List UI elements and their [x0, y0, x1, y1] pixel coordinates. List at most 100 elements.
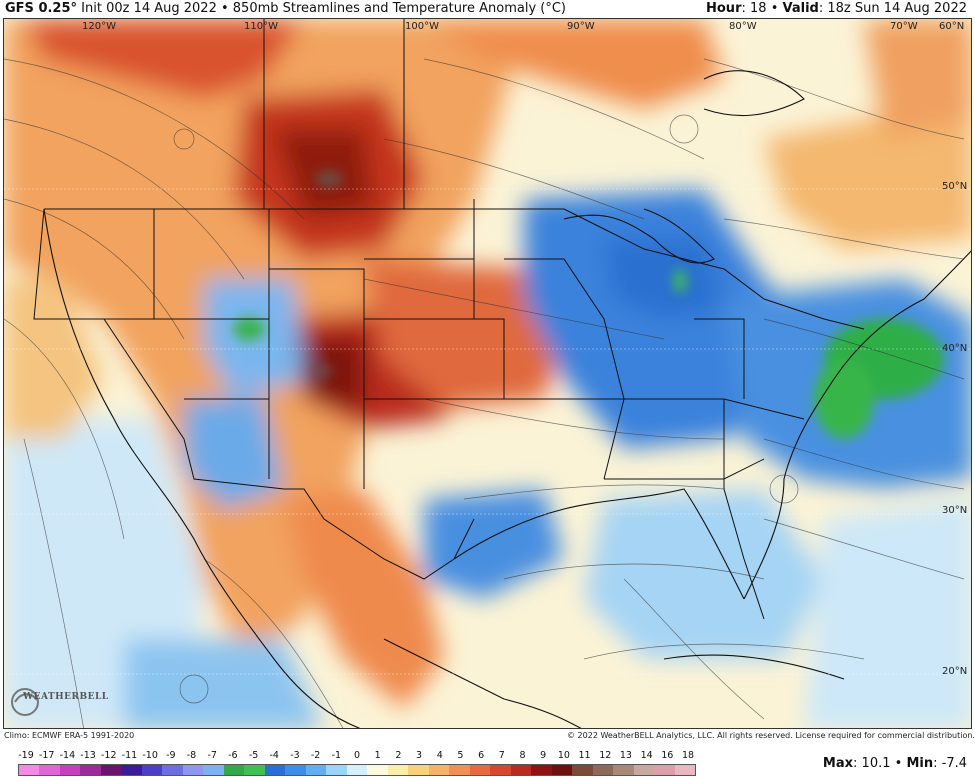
hour-value: : 18	[741, 1, 767, 16]
anomaly-highlights	[233, 171, 944, 439]
header-valid: Hour: 18 • Valid: 18z Sun 14 Aug 2022	[706, 0, 967, 18]
scale-tick-label: 8	[519, 750, 526, 761]
scale-color-cell	[59, 765, 81, 775]
climo-note: Climo: ECMWF ERA-5 1991-2020	[4, 731, 135, 740]
streamlines	[4, 58, 965, 728]
header-title: GFS 0.25° Init 00z 14 Aug 2022 • 850mb S…	[5, 0, 566, 18]
latitude-label: 30°N	[942, 505, 968, 516]
scale-tick-label: -2	[310, 750, 321, 761]
map-header: GFS 0.25° Init 00z 14 Aug 2022 • 850mb S…	[0, 0, 975, 18]
scale-color-cell	[121, 765, 142, 775]
scale-tick-label: -13	[80, 750, 96, 761]
scale-color-cell	[39, 765, 60, 775]
scale-tick-label: -14	[59, 750, 76, 761]
min-label: Min	[906, 756, 934, 771]
logo-text: WEATHERBELL	[23, 692, 109, 702]
min-value: : -7.4	[933, 756, 967, 771]
weatherbell-logo: WEATHERBELL	[9, 684, 108, 720]
hour-label: Hour	[706, 1, 742, 16]
scale-tick-label: -19	[18, 750, 34, 761]
grid-lines	[4, 188, 971, 675]
scale-color-cell	[633, 765, 655, 775]
scale-tick-label: 6	[478, 750, 485, 761]
longitude-label: 90°W	[567, 21, 595, 32]
scale-color-cell	[367, 765, 388, 775]
degree-sign: °	[70, 1, 78, 16]
scale-color-cell	[305, 765, 327, 775]
scale-color-cell	[654, 765, 675, 775]
scale-tick-label: 5	[457, 750, 464, 761]
copyright-note: © 2022 WeatherBELL Analytics, LLC. All r…	[567, 731, 975, 740]
anomaly-map-graphic	[4, 19, 971, 728]
scale-tick-label: -8	[186, 750, 197, 761]
weather-map[interactable]: 120°W 110°W 100°W 90°W 80°W 70°W 60°N 50…	[3, 18, 972, 729]
scale-color-cell	[141, 765, 163, 775]
scale-color-cell	[346, 765, 368, 775]
scale-tick-label: 7	[498, 750, 505, 761]
longitude-label: 80°W	[729, 21, 757, 32]
scale-tick-label: -9	[166, 750, 176, 761]
scale-color-cell	[264, 765, 286, 775]
longitude-label: 60°N	[939, 21, 965, 32]
scale-color-cell	[674, 765, 695, 775]
scale-color-cell	[428, 765, 450, 775]
valid-separator: •	[770, 1, 779, 16]
scale-tick-label: -3	[290, 750, 300, 761]
max-label: Max	[822, 756, 854, 771]
product-name: • 850mb Streamlines and Temperature Anom…	[220, 1, 566, 16]
scale-tick-label: 4	[436, 750, 443, 761]
scale-tick-label: -10	[142, 750, 158, 761]
scale-tick-label: 1	[374, 750, 381, 761]
init-time: Init 00z 14 Aug 2022	[81, 1, 217, 16]
scale-tick-label: -7	[207, 750, 217, 761]
scale-color-cell	[531, 765, 552, 775]
color-scale-bar	[18, 764, 696, 776]
scale-labels: -19 -17 -14 -13 -12 -11 -10 -9 -8 -7 -6 -5 -4 -3 -2 -1 0…	[18, 750, 698, 762]
scale-tick-label: 11	[578, 750, 591, 761]
scale-color-cell	[490, 765, 511, 775]
longitude-label: 100°W	[405, 21, 439, 32]
scale-tick-label: 12	[599, 750, 612, 761]
scale-color-cell	[100, 765, 122, 775]
scale-tick-label: -6	[228, 750, 238, 761]
scale-color-cell	[572, 765, 593, 775]
model-name: GFS 0.25	[5, 1, 71, 16]
scale-tick-label: 16	[661, 750, 674, 761]
scale-color-cell	[326, 765, 347, 775]
scale-color-cell	[449, 765, 470, 775]
valid-label: Valid	[782, 1, 819, 16]
scale-tick-label: -17	[38, 750, 55, 761]
scale-color-cell	[223, 765, 245, 775]
min-separator: •	[894, 756, 903, 771]
scale-color-cell	[285, 765, 306, 775]
longitude-label: 70°W	[890, 21, 918, 32]
scale-tick-label: 2	[395, 750, 402, 761]
latitude-label: 50°N	[942, 181, 968, 192]
scale-tick-label: 10	[557, 750, 570, 761]
scale-color-cell	[408, 765, 429, 775]
scale-color-cell	[244, 765, 265, 775]
scale-color-cell	[203, 765, 224, 775]
max-min-readout: Max: 10.1 • Min: -7.4	[823, 756, 967, 771]
latitude-label: 20°N	[942, 666, 968, 677]
scale-color-cell	[551, 765, 573, 775]
scale-tick-label: 14	[640, 750, 653, 761]
scale-color-cell	[469, 765, 491, 775]
scale-color-cell	[613, 765, 634, 775]
scale-tick-label: -5	[248, 750, 259, 761]
latitude-label: 40°N	[942, 343, 968, 354]
scale-color-cell	[592, 765, 614, 775]
max-value: : 10.1	[853, 756, 891, 771]
scale-color-cell	[80, 765, 101, 775]
scale-tick-label: 3	[416, 750, 423, 761]
logo-swirl-icon	[11, 688, 39, 716]
valid-value: : 18z Sun 14 Aug 2022	[818, 1, 967, 16]
scale-color-cell	[162, 765, 183, 775]
longitude-label: 120°W	[82, 21, 116, 32]
scale-tick-label: -12	[100, 750, 117, 761]
scale-tick-label: 18	[681, 750, 695, 761]
coastlines	[43, 70, 971, 728]
scale-tick-label: -4	[269, 750, 279, 761]
scale-color-cell	[387, 765, 409, 775]
scale-tick-label: -11	[121, 750, 138, 761]
